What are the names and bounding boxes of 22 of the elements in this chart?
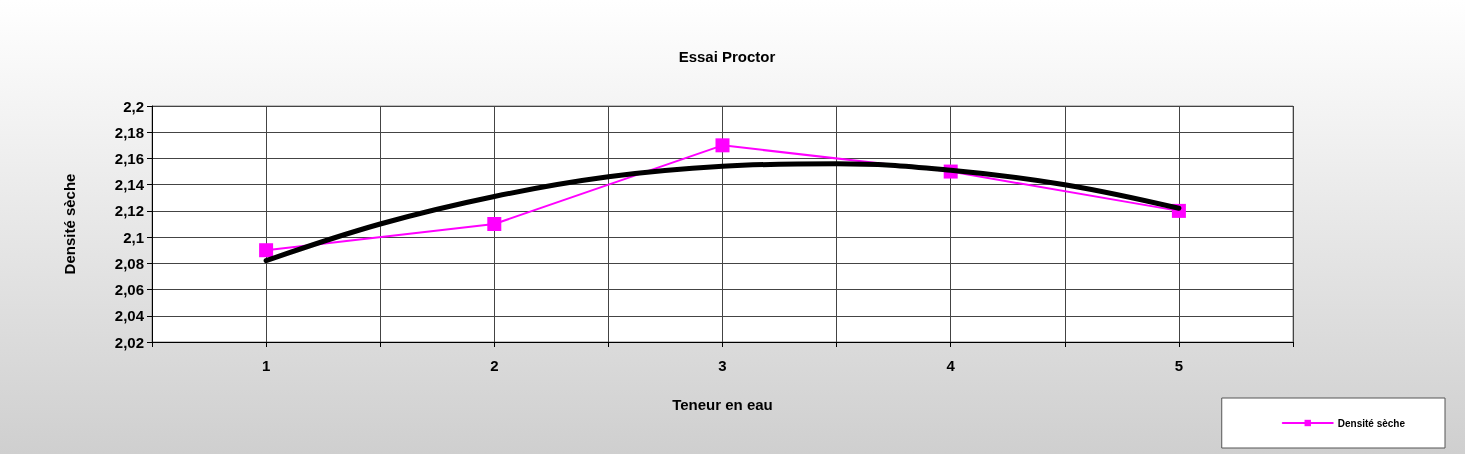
chart-title: Essai Proctor (678, 48, 776, 65)
y-tick-label: 2,1 (123, 228, 144, 246)
point (715, 138, 730, 153)
x-tick-label: 1 (261, 357, 271, 374)
x-tick-label: 3 (718, 357, 727, 374)
y-tick-label: 2,06 (114, 281, 144, 299)
y-tick-label: 2,2 (123, 97, 144, 115)
y-tick-label: 2,16 (114, 149, 144, 167)
y-tick-label: 2,18 (114, 123, 144, 141)
x-axis-title: Teneur en eau (672, 396, 773, 413)
y-tick-label: 2,12 (114, 202, 144, 220)
y-tick-label: 2,08 (114, 254, 144, 272)
y-tick-label: 2,02 (114, 333, 144, 351)
y-tick-label: 2,04 (114, 307, 145, 325)
x-tick-label: 2 (490, 357, 499, 374)
x-tick-label: 4 (946, 357, 956, 374)
point (259, 243, 274, 258)
legend-label: Densité sèche (1337, 417, 1406, 429)
x-tick-label: 5 (1174, 357, 1184, 374)
y-tick-label: 2,14 (114, 176, 145, 194)
point (487, 217, 502, 231)
y-axis-title: Densité sèche (61, 173, 78, 275)
